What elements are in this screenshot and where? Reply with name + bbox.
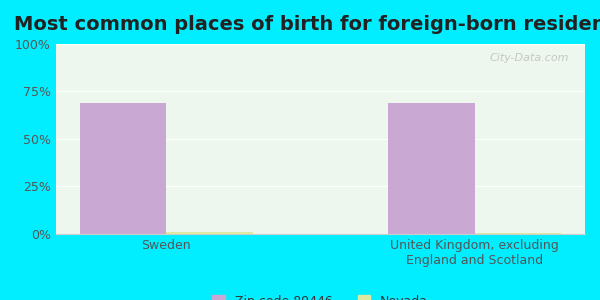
Legend: Zip code 89446, Nevada: Zip code 89446, Nevada	[208, 290, 433, 300]
Title: Most common places of birth for foreign-born residents: Most common places of birth for foreign-…	[14, 15, 600, 34]
Text: City-Data.com: City-Data.com	[490, 53, 569, 63]
Bar	[80, 103, 166, 234]
Bar	[388, 103, 475, 234]
Bar	[166, 232, 253, 234]
Bar	[475, 233, 561, 234]
